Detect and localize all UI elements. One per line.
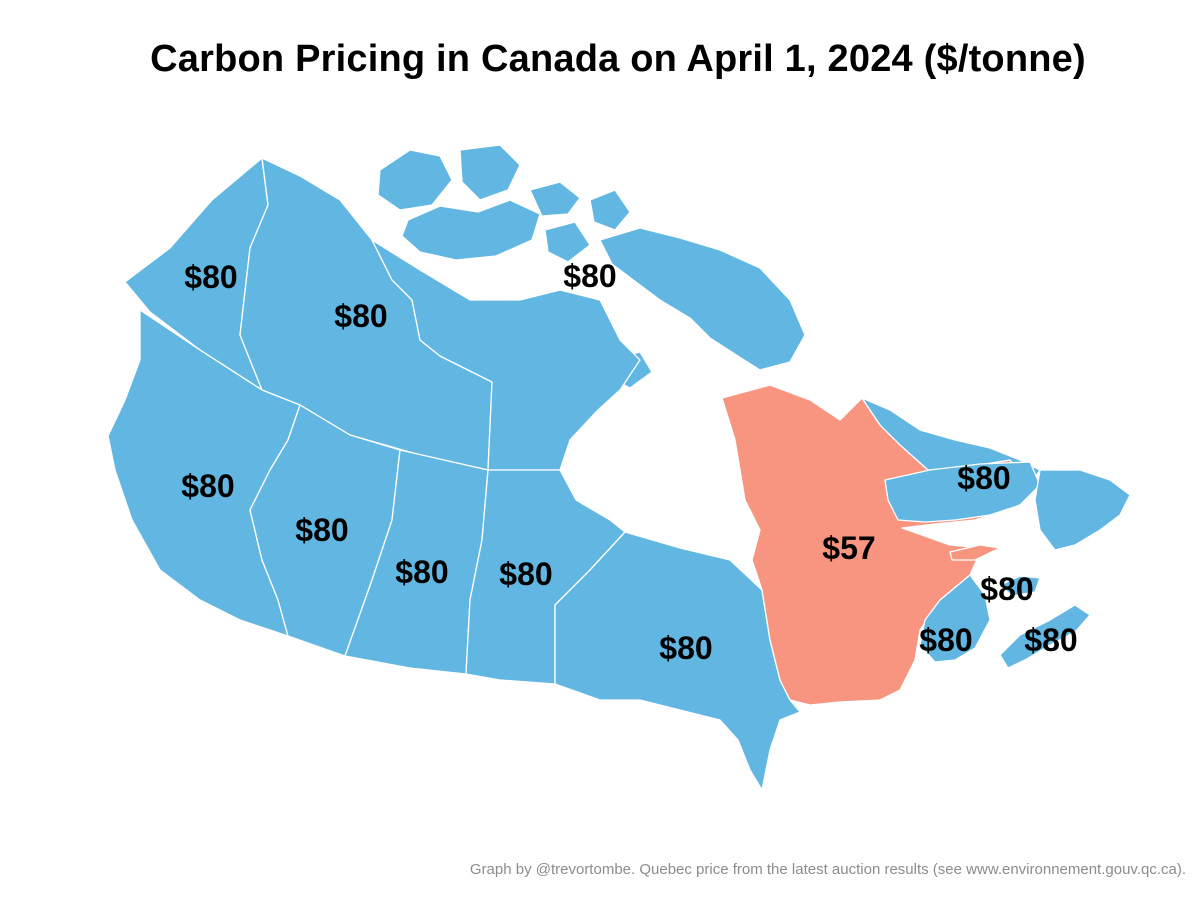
region-arctic-island-banks: [377, 149, 453, 211]
region-newfoundland: [1034, 469, 1131, 551]
hudson-bay: [560, 398, 762, 590]
source-credit: Graph by @trevortombe. Quebec price from…: [469, 861, 1186, 878]
region-arctic-island-ellesmere: [459, 144, 521, 201]
price-label-newfoundland-and-labrador: $80: [957, 460, 1010, 496]
region-labrador-interior: [884, 461, 1041, 523]
region-nunavut-mainland: [371, 239, 641, 471]
price-label-nunavut: $80: [563, 258, 616, 294]
price-label-saskatchewan: $80: [395, 554, 448, 590]
region-arctic-island-devon: [529, 181, 581, 217]
region-prince-edward-island: [999, 575, 1041, 597]
price-label-quebec: $57: [822, 530, 875, 566]
price-label-new-brunswick: $80: [919, 622, 972, 658]
region-arctic-island-somerset: [544, 221, 591, 263]
price-label-nova-scotia: $80: [1024, 622, 1077, 658]
price-label-alberta: $80: [295, 512, 348, 548]
price-label-british-columbia: $80: [181, 468, 234, 504]
region-arctic-island-victoria: [401, 199, 541, 261]
arctic-islands: [377, 144, 806, 389]
region-nova-scotia: [999, 604, 1091, 669]
price-label-northwest-territories: $80: [334, 298, 387, 334]
price-label-ontario: $80: [659, 630, 712, 666]
region-arctic-island-prince-of-wales: [589, 189, 631, 231]
price-label-prince-edward-island: $80: [980, 571, 1033, 607]
map-title: Carbon Pricing in Canada on April 1, 202…: [150, 38, 1086, 80]
price-label-manitoba: $80: [499, 556, 552, 592]
region-new-brunswick: [919, 574, 991, 663]
region-arctic-island-baffin: [599, 227, 806, 371]
price-label-yukon: $80: [184, 259, 237, 295]
region-quebec-anticosti: [949, 544, 1001, 561]
